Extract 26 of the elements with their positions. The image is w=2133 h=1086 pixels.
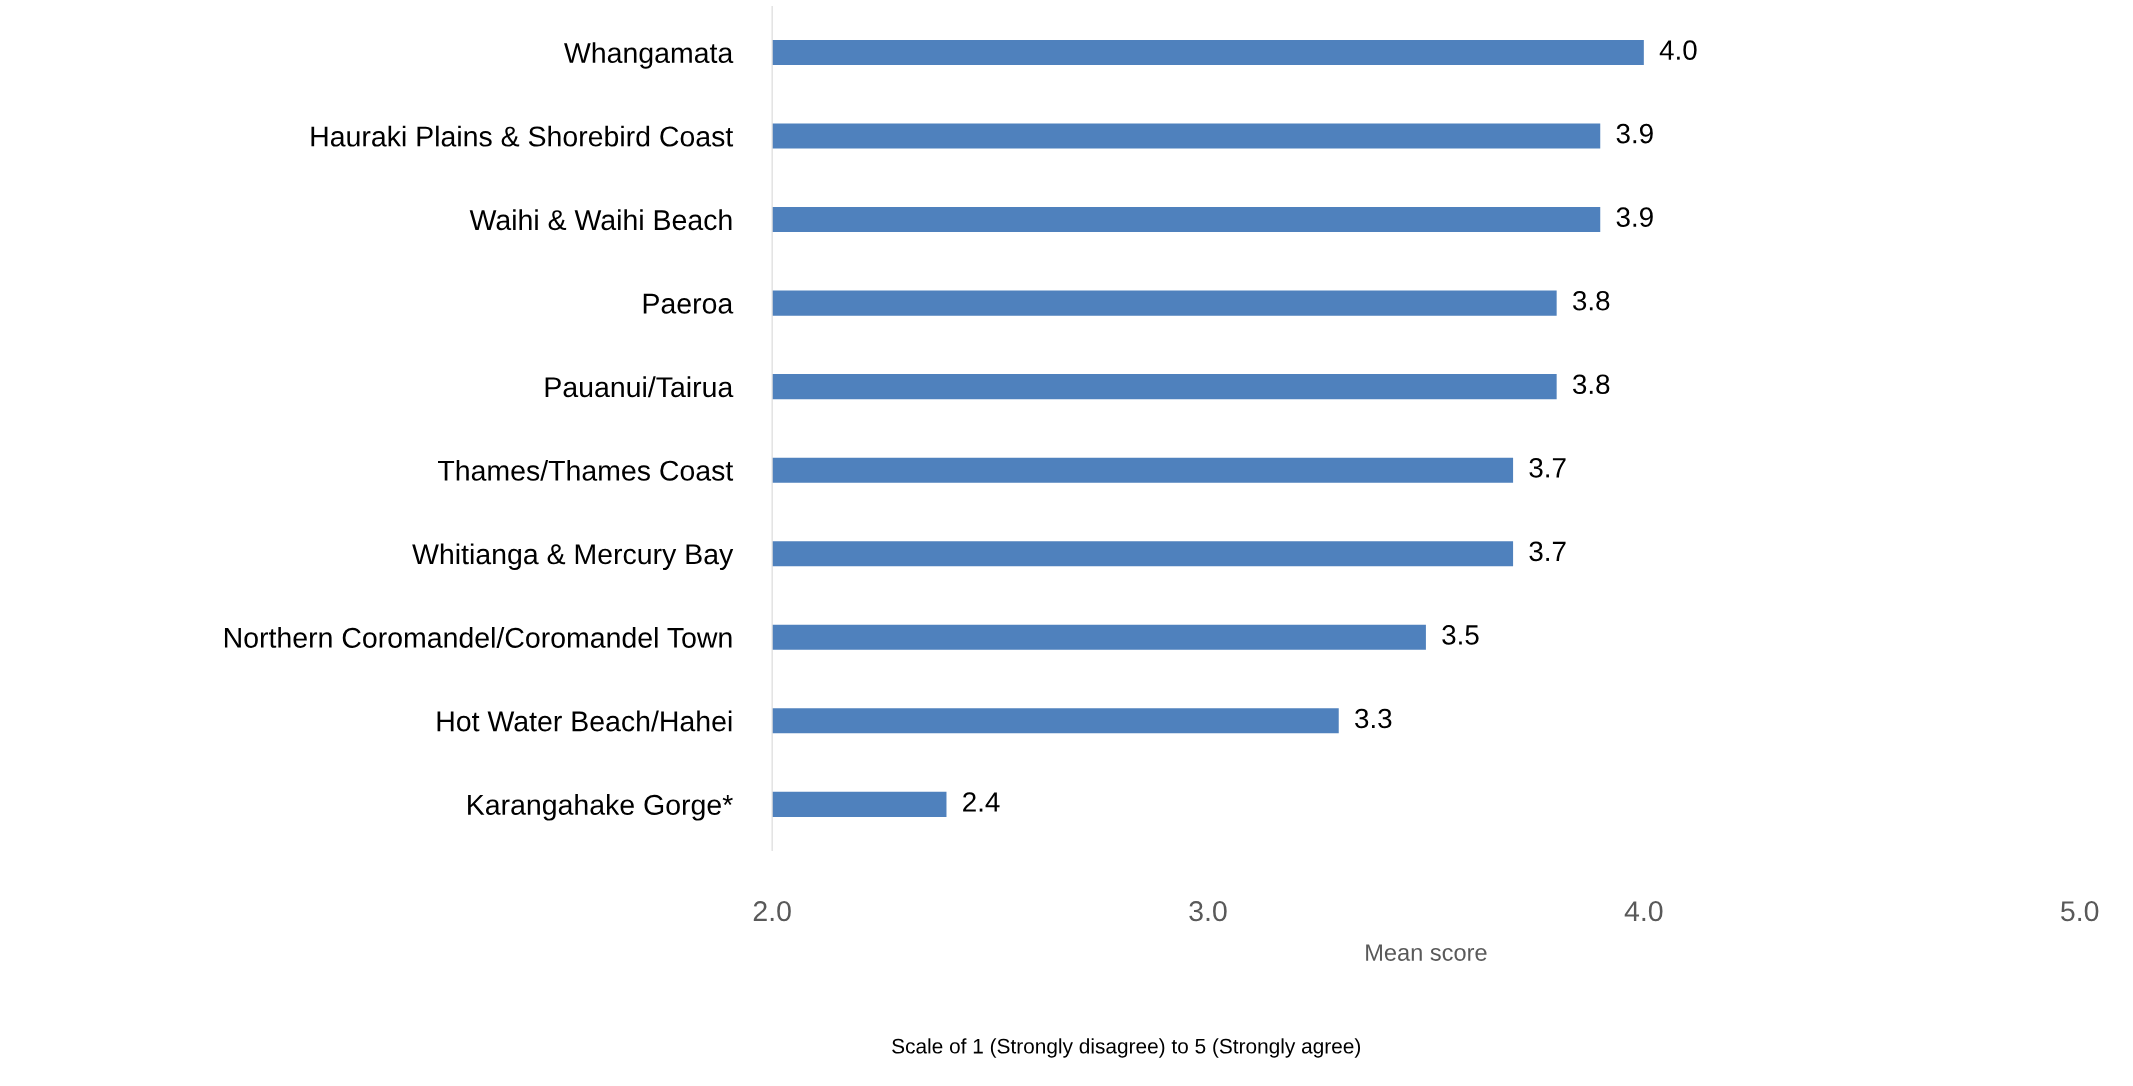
y-tick-label: Hauraki Plains & Shorebird Coast (311, 125, 734, 147)
x-tick-label: 4.0 (1624, 901, 1663, 922)
x-axis-title: Mean score (1366, 944, 1487, 961)
x-tick-label: 2.0 (753, 901, 791, 922)
y-tick-label: Whangamata (564, 42, 734, 69)
data-label: 4.0 (1659, 40, 1697, 60)
data-label: 3.7 (1529, 541, 1566, 562)
y-tick-label: Karangahake Gorge* (468, 794, 733, 821)
data-label: 3.3 (1355, 708, 1392, 729)
text: Scale of 1 (Strongly disagree) to 5 (Strongly agree) (892, 1038, 1361, 1058)
data-label: 3.7 (1529, 457, 1566, 478)
y-tick-label: Northern Coromandel/Coromandel Town (224, 626, 732, 648)
y-tick-label: Paeroa (643, 293, 734, 314)
y-tick-label: Thames/Thames Coast (438, 459, 734, 481)
data-label: 3.8 (1572, 374, 1610, 395)
data-label: 3.8 (1572, 290, 1610, 311)
y-tick-label: Hot Water Beach/Hahei (437, 710, 732, 732)
y-tick-label: Whitianga & Mercury Bay (412, 543, 734, 570)
data-label: 3.9 (1616, 123, 1653, 144)
x-tick-label: 3.0 (1189, 901, 1227, 922)
data-label: 3.5 (1442, 625, 1479, 645)
data-label: 3.9 (1616, 207, 1653, 228)
y-tick-label: Waihi & Waihi Beach (469, 209, 732, 231)
y-tick-label: Pauanui/Tairua (545, 376, 734, 398)
x-tick-label: 5.0 (2061, 901, 2099, 922)
data-label: 2.4 (963, 792, 1000, 812)
